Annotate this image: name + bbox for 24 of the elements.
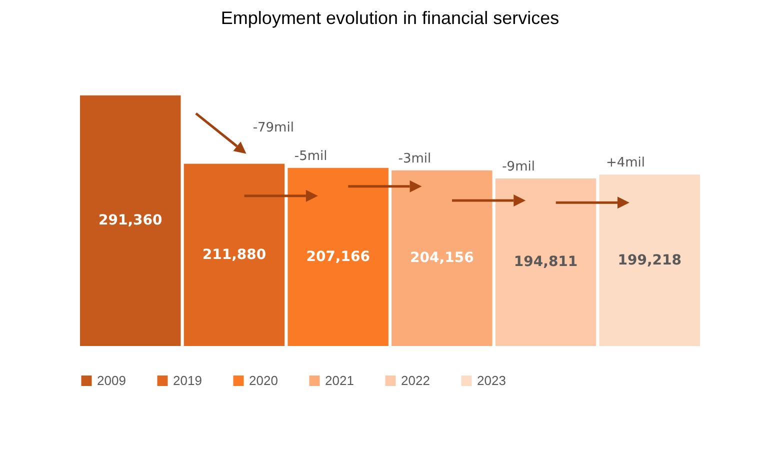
annotation: -3mil: [398, 151, 432, 166]
annotation: -5mil: [294, 148, 328, 164]
data-label: 211,880: [202, 246, 266, 263]
data-label: 199,218: [618, 252, 682, 268]
bar: [288, 168, 388, 346]
data-label: 291,360: [98, 212, 163, 229]
bar: [599, 174, 700, 346]
bar: [184, 164, 285, 346]
legend-label: 2009: [97, 372, 126, 388]
bar: [392, 170, 492, 346]
data-label: 204,156: [410, 250, 474, 266]
legend-label: 2019: [173, 372, 202, 388]
annotation: -79mil: [252, 120, 294, 136]
annotation: +4mil: [606, 156, 646, 171]
legend-label: 2020: [249, 372, 278, 388]
legend-label: 2022: [401, 372, 430, 388]
bar: [80, 95, 181, 346]
legend-label: 2023: [477, 372, 506, 388]
annotation: -9mil: [502, 159, 535, 174]
bar: [495, 178, 596, 346]
data-label: 207,166: [306, 248, 370, 265]
chart-title: Employment evolution in financial services: [220, 8, 560, 28]
data-label: 194,811: [514, 254, 578, 270]
legend-label: 2021: [325, 372, 354, 388]
